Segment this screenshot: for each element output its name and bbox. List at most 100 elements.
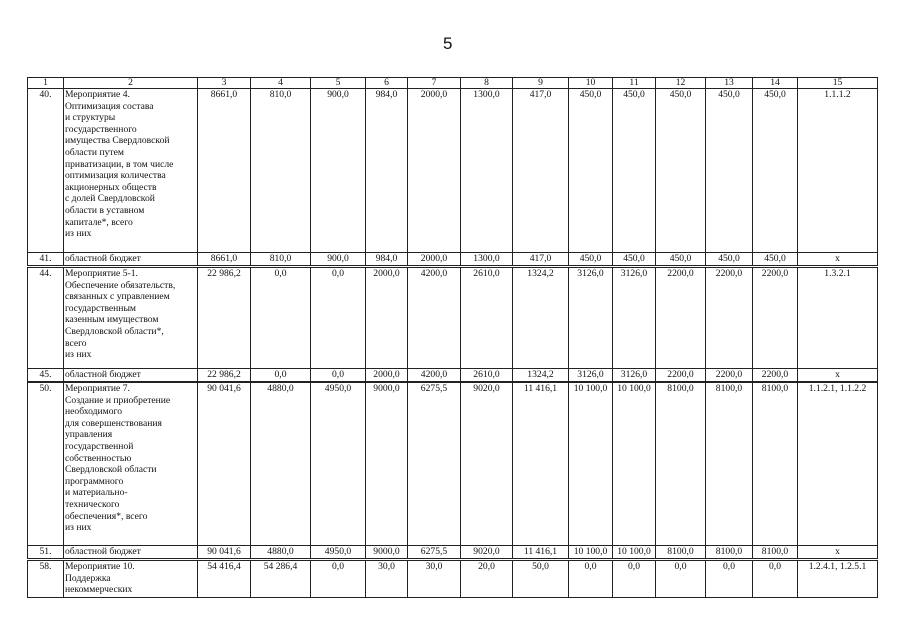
table-block: 50. Мероприятие 7. Создание и приобретени… xyxy=(27,382,878,559)
page-number: 5 xyxy=(443,34,453,53)
table-row: 50. Мероприятие 7. Создание и приобретени… xyxy=(27,382,878,546)
value-cell: 450,0 xyxy=(752,88,798,253)
value-cell: 22 986,2 xyxy=(197,267,251,369)
value-cell: 3126,0 xyxy=(612,267,656,369)
value-cell: 450,0 xyxy=(568,88,613,253)
value-cell: 6275,5 xyxy=(407,382,461,546)
row-number: 51. xyxy=(27,545,64,559)
value-cell: 2000,0 xyxy=(365,267,408,369)
value-cell: 810,0 xyxy=(250,88,311,253)
value-cell: 0,0 xyxy=(250,368,311,382)
row-description: областной бюджет xyxy=(63,368,198,382)
value-cell: 30,0 xyxy=(407,560,461,598)
value-cell: 900,0 xyxy=(310,88,366,253)
value-cell: 10 100,0 xyxy=(612,545,656,559)
header-row: 1 2 3 4 5 6 7 8 9 10 11 12 13 14 15 xyxy=(27,77,878,89)
value-cell: 50,0 xyxy=(512,560,569,598)
value-cell: 8100,0 xyxy=(655,545,706,559)
column-header: 1 xyxy=(27,77,64,89)
column-header: 12 xyxy=(655,77,706,89)
value-cell: 900,0 xyxy=(310,252,366,266)
value-cell: 417,0 xyxy=(512,88,569,253)
value-cell: 0,0 xyxy=(250,267,311,369)
value-cell: 0,0 xyxy=(310,368,366,382)
column-header: 13 xyxy=(705,77,753,89)
table-row: 44. Мероприятие 5-1. Обеспечение обязател… xyxy=(27,267,878,369)
row-description: областной бюджет xyxy=(63,545,198,559)
target-indicator: x xyxy=(797,545,878,559)
row-number: 50. xyxy=(27,382,64,546)
row-number: 44. xyxy=(27,267,64,369)
table-row: 51. областной бюджет 90 041,6 4880,0 4950,0 9… xyxy=(27,545,878,559)
value-cell: 54 286,4 xyxy=(250,560,311,598)
value-cell: 3126,0 xyxy=(568,267,613,369)
row-number: 58. xyxy=(27,560,64,598)
value-cell: 0,0 xyxy=(310,560,366,598)
row-number: 41. xyxy=(27,252,64,266)
value-cell: 2610,0 xyxy=(460,368,513,382)
table-row: 41. областной бюджет 8661,0 810,0 900,0 984,0… xyxy=(27,252,878,266)
value-cell: 8100,0 xyxy=(752,545,798,559)
value-cell: 0,0 xyxy=(705,560,753,598)
value-cell: 9000,0 xyxy=(365,545,408,559)
value-cell: 0,0 xyxy=(310,267,366,369)
target-indicator: 1.2.4.1, 1.2.5.1 xyxy=(797,560,878,598)
value-cell: 2610,0 xyxy=(460,267,513,369)
value-cell: 10 100,0 xyxy=(568,545,613,559)
value-cell: 90 041,6 xyxy=(197,382,251,546)
value-cell: 10 100,0 xyxy=(612,382,656,546)
value-cell: 8100,0 xyxy=(752,382,798,546)
value-cell: 9020,0 xyxy=(460,545,513,559)
value-cell: 6275,5 xyxy=(407,545,461,559)
value-cell: 450,0 xyxy=(655,88,706,253)
column-header: 15 xyxy=(797,77,878,89)
column-header: 2 xyxy=(63,77,198,89)
row-number: 40. xyxy=(27,88,64,253)
value-cell: 4200,0 xyxy=(407,368,461,382)
value-cell: 1324,2 xyxy=(512,368,569,382)
row-description: Мероприятие 5-1. Обеспечение обязательст… xyxy=(63,267,198,369)
table-block: 44. Мероприятие 5-1. Обеспечение обязател… xyxy=(27,267,878,382)
value-cell: 2200,0 xyxy=(655,368,706,382)
row-description: областной бюджет xyxy=(63,252,198,266)
value-cell: 4200,0 xyxy=(407,267,461,369)
value-cell: 10 100,0 xyxy=(568,382,613,546)
target-indicator: 1.3.2.1 xyxy=(797,267,878,369)
table-block: 1 2 3 4 5 6 7 8 9 10 11 12 13 14 15 40. Мероприятие 4. О… xyxy=(27,77,878,266)
value-cell: 9000,0 xyxy=(365,382,408,546)
value-cell: 984,0 xyxy=(365,88,408,253)
value-cell: 1300,0 xyxy=(460,252,513,266)
value-cell: 450,0 xyxy=(752,252,798,266)
value-cell: 30,0 xyxy=(365,560,408,598)
value-cell: 54 416,4 xyxy=(197,560,251,598)
column-header: 14 xyxy=(752,77,798,89)
column-header: 8 xyxy=(460,77,513,89)
column-header: 5 xyxy=(310,77,366,89)
value-cell: 417,0 xyxy=(512,252,569,266)
value-cell: 0,0 xyxy=(612,560,656,598)
column-header: 11 xyxy=(612,77,656,89)
value-cell: 4950,0 xyxy=(310,545,366,559)
target-indicator: x xyxy=(797,368,878,382)
value-cell: 2200,0 xyxy=(752,267,798,369)
row-description: Мероприятие 4. Оптимизация состава и стр… xyxy=(63,88,198,253)
value-cell: 450,0 xyxy=(655,252,706,266)
value-cell: 9020,0 xyxy=(460,382,513,546)
value-cell: 4950,0 xyxy=(310,382,366,546)
value-cell: 450,0 xyxy=(705,252,753,266)
value-cell: 3126,0 xyxy=(568,368,613,382)
row-number: 45. xyxy=(27,368,64,382)
target-indicator: x xyxy=(797,252,878,266)
row-description: Мероприятие 10. Поддержка некоммерческих xyxy=(63,560,198,598)
value-cell: 11 416,1 xyxy=(512,382,569,546)
value-cell: 8661,0 xyxy=(197,252,251,266)
value-cell: 8100,0 xyxy=(705,545,753,559)
value-cell: 4880,0 xyxy=(250,545,311,559)
value-cell: 2200,0 xyxy=(705,368,753,382)
value-cell: 2200,0 xyxy=(752,368,798,382)
column-header: 6 xyxy=(365,77,408,89)
value-cell: 8100,0 xyxy=(655,382,706,546)
value-cell: 0,0 xyxy=(752,560,798,598)
value-cell: 3126,0 xyxy=(612,368,656,382)
value-cell: 1300,0 xyxy=(460,88,513,253)
